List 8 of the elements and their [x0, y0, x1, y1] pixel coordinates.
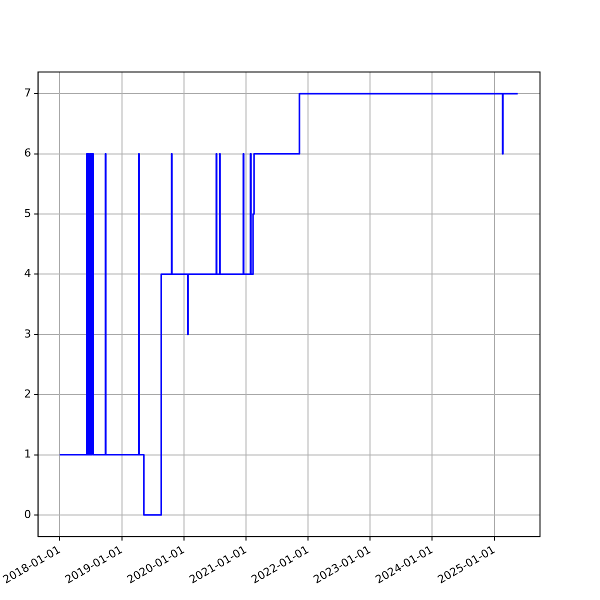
y-tick-label: 6 — [24, 146, 32, 160]
y-tick-label: 4 — [24, 267, 32, 280]
y-tick-label: 3 — [24, 327, 32, 340]
y-tick-label: 7 — [24, 86, 32, 100]
y-tick-label: 5 — [24, 206, 32, 220]
y-tick-label: 1 — [24, 448, 32, 461]
y-tick-label: 0 — [24, 508, 32, 521]
y-tick-label: 2 — [24, 387, 32, 400]
